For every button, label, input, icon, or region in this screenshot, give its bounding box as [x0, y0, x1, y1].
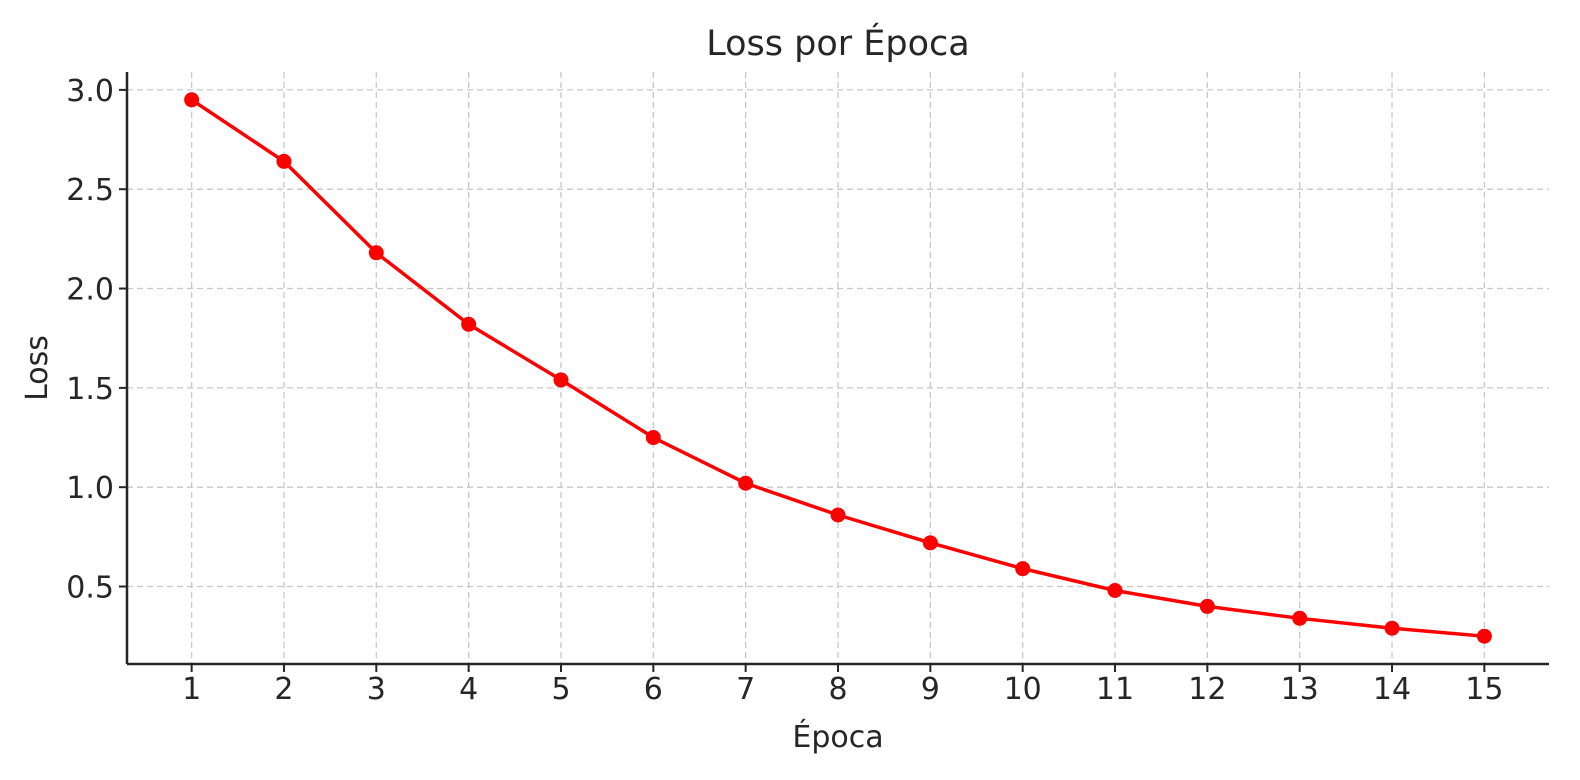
x-tick-label: 12 — [1188, 672, 1226, 707]
loss-data-point — [645, 430, 661, 446]
loss-data-point — [184, 92, 200, 108]
x-tick-label: 15 — [1465, 672, 1503, 707]
loss-data-point — [830, 507, 846, 523]
x-tick-label: 14 — [1373, 672, 1411, 707]
y-tick-label: 3.0 — [66, 74, 114, 109]
x-tick-label: 2 — [274, 672, 293, 707]
x-ticks: 1 2 3 4 5 6 7 8 9 10 11 12 13 14 15 — [182, 664, 1503, 707]
loss-data-point — [368, 245, 384, 261]
x-tick-label: 7 — [736, 672, 755, 707]
y-tick-label: 2.0 — [66, 273, 114, 308]
x-tick-label: 6 — [644, 672, 663, 707]
y-tick-label: 0.5 — [66, 571, 114, 606]
loss-data-point — [738, 475, 754, 491]
x-tick-label: 13 — [1281, 672, 1319, 707]
loss-data-point — [1292, 610, 1308, 626]
x-tick-label: 3 — [367, 672, 386, 707]
x-tick-label: 4 — [459, 672, 478, 707]
y-tick-label: 1.0 — [66, 471, 114, 506]
loss-data-point — [1015, 561, 1031, 577]
x-tick-label: 8 — [828, 672, 847, 707]
loss-data-point — [1384, 620, 1400, 636]
y-axis-label: Loss — [20, 335, 55, 401]
x-tick-label: 5 — [551, 672, 570, 707]
loss-data-point — [1476, 628, 1492, 644]
loss-data-point — [1107, 582, 1123, 598]
loss-data-point — [276, 153, 292, 169]
loss-data-point — [922, 535, 938, 551]
x-tick-label: 10 — [1004, 672, 1042, 707]
x-tick-label: 11 — [1096, 672, 1134, 707]
loss-data-point — [1199, 598, 1215, 614]
y-tick-label: 2.5 — [66, 173, 114, 208]
y-tick-label: 1.5 — [66, 372, 114, 407]
y-ticks: 0.5 1.0 1.5 2.0 2.5 3.0 — [66, 74, 127, 606]
loss-data-point — [461, 316, 477, 332]
loss-data-point — [553, 372, 569, 388]
chart-title: Loss por Época — [706, 22, 969, 64]
x-tick-label: 9 — [921, 672, 940, 707]
series — [184, 92, 1492, 644]
grid — [127, 72, 1549, 664]
x-axis-label: Época — [792, 719, 883, 755]
x-tick-label: 1 — [182, 672, 201, 707]
